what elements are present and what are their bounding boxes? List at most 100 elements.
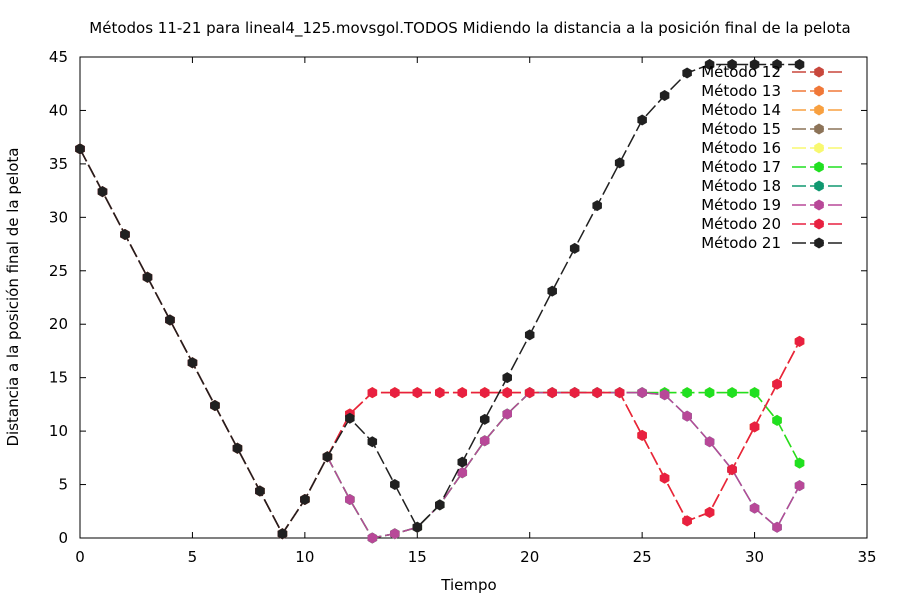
data-point [479,387,490,399]
data-point [637,429,647,441]
data-point [479,413,490,425]
data-point [367,436,378,448]
series-13 [75,143,805,540]
x-tick-label: 20 [520,548,539,566]
data-point [232,442,243,454]
data-point [457,456,468,468]
legend-label: Método 14 [701,101,781,119]
data-point [749,421,760,433]
data-point [794,335,805,347]
data-point [727,387,737,399]
x-axis-label: Tiempo [440,576,496,594]
legend-swatch-marker [814,218,824,230]
data-point [390,528,400,540]
y-tick-label: 35 [49,155,68,173]
series-12 [75,143,805,540]
y-tick-label: 0 [58,529,68,547]
legend-label: Método 20 [701,215,781,233]
legend-label: Método 21 [701,234,781,252]
y-tick-label: 15 [49,369,68,387]
y-tick-label: 30 [49,208,68,226]
plot-frame [79,56,868,539]
legend-swatch-marker [814,66,824,78]
data-point [120,228,130,240]
data-point [142,271,153,283]
chart-title: Métodos 11-21 para lineal4_125.movsgol.T… [89,19,850,38]
data-point [614,157,625,169]
data-point [682,387,692,399]
series-line [79,148,801,539]
data-point [749,387,760,399]
data-point [704,58,715,70]
data-point [659,389,670,401]
data-point [210,399,220,411]
data-point [794,58,805,70]
data-point [547,285,557,297]
x-tick-label: 5 [188,548,198,566]
data-point [367,532,378,544]
data-point [659,472,670,484]
data-point [592,200,602,212]
x-axis-ticks: 0 5 10 15 20 25 30 35 [75,57,877,566]
data-point [97,186,108,198]
data-point [255,485,265,497]
data-point [794,480,805,492]
x-tick-label: 0 [75,548,85,566]
y-tick-label: 10 [49,422,68,440]
data-point [637,387,647,399]
data-point [502,387,512,399]
data-point [300,494,310,506]
data-point [435,387,445,399]
data-point [749,58,760,70]
data-point [682,67,692,79]
y-axis-label: Distancia a la posición final de la pelo… [4,147,22,446]
y-tick-label: 25 [49,262,68,280]
data-point [547,387,557,399]
data-point [614,387,625,399]
legend-swatch-marker [814,104,824,116]
data-point [637,114,647,126]
legend-label: Método 15 [701,120,781,138]
data-point [412,521,423,533]
legend-label: Método 13 [701,82,781,100]
data-point [435,499,445,511]
data-point [569,387,580,399]
data-point [772,58,782,70]
data-point [659,89,670,101]
series-14 [75,143,805,540]
series-line [79,148,801,539]
legend-label: Método 16 [701,139,781,157]
series-line [79,148,801,539]
x-tick-label: 30 [745,548,764,566]
series-18 [75,143,805,544]
data-point [704,436,715,448]
legend-swatch-marker [814,199,824,211]
series-line [79,63,800,536]
legend-label: Método 17 [701,158,781,176]
data-point [682,515,692,527]
data-point [704,506,715,518]
data-point [524,387,535,399]
legend-label: Método 12 [701,63,781,81]
data-point [390,387,400,399]
data-point [592,387,602,399]
y-tick-label: 40 [49,101,68,119]
legend-swatch-marker [814,142,824,154]
series-16 [75,143,805,544]
series-17 [75,143,805,544]
data-point [390,479,400,491]
data-point [772,521,782,533]
series-21 [75,58,805,540]
data-point [457,467,468,479]
legend-swatch-marker [814,161,824,173]
y-tick-label: 45 [49,48,68,66]
data-point [322,451,333,463]
data-point [682,410,692,422]
data-point [165,314,175,326]
data-point [794,457,805,469]
legend-swatch-marker [814,85,824,97]
legend-swatch-marker [814,180,824,192]
series-15 [75,143,805,544]
